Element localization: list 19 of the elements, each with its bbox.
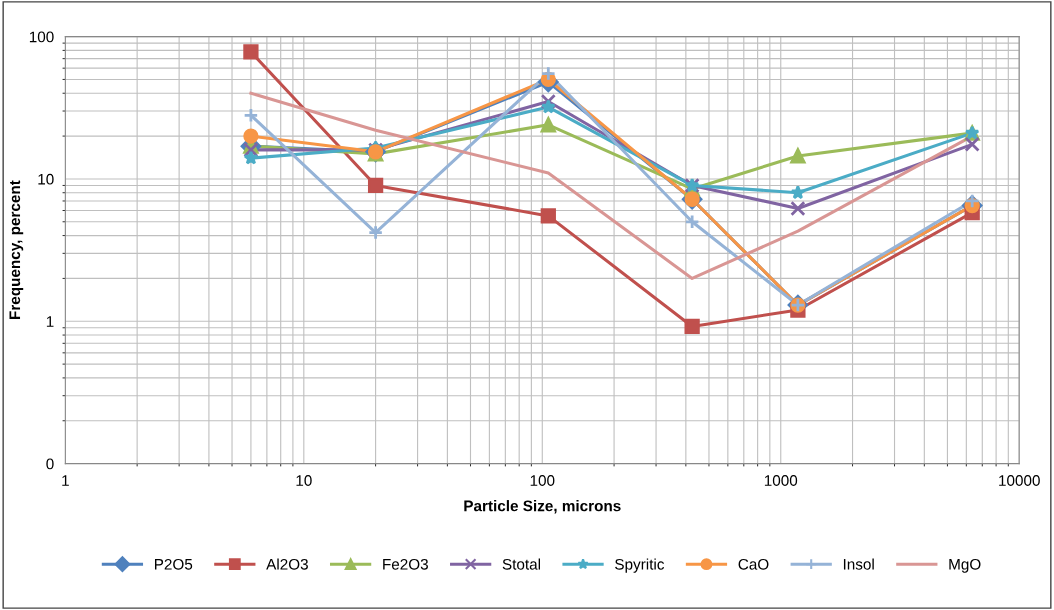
legend-label: MgO (949, 558, 981, 573)
y-tick-label: 10 (38, 173, 54, 185)
x-tick-label: 1000 (764, 475, 798, 486)
y-axis-title: Frequency, percent (9, 180, 24, 319)
y-tick-label: 1 (46, 316, 54, 327)
legend-label: Fe2O3 (383, 558, 428, 570)
legend-label: CaO (738, 558, 769, 570)
legend-label: Insol (843, 558, 874, 570)
legend-label: Spyritic (615, 558, 665, 573)
x-tick-label: 1 (62, 475, 69, 486)
legend-label: Stotal (502, 558, 541, 570)
x-tick-label: 10000 (999, 475, 1040, 486)
legend-label: P2O5 (154, 558, 193, 570)
x-tick-label: 10 (296, 475, 312, 486)
legend-label: Al2O3 (266, 558, 308, 570)
y-tick-label: 100 (29, 31, 54, 43)
x-tick-label: 100 (530, 475, 555, 486)
y-tick-label: 0 (46, 458, 54, 470)
x-axis-title: Particle Size, microns (464, 500, 621, 514)
